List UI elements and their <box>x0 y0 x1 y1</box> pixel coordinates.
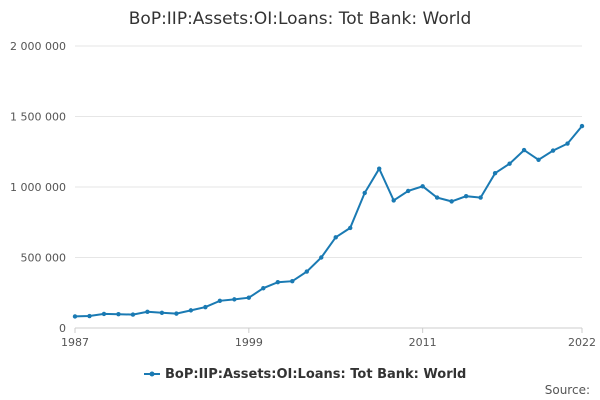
data-point[interactable] <box>377 166 382 171</box>
y-axis-ticks: 0 500 000 1 000 000 1 500 000 2 000 000 <box>10 40 66 335</box>
legend-label: BoP:IIP:Assets:OI:Loans: Tot Bank: World <box>165 367 466 382</box>
x-tick-label: 2011 <box>409 336 437 349</box>
y-tick-label: 1 000 000 <box>10 181 66 194</box>
data-point[interactable] <box>72 314 78 319</box>
data-point[interactable] <box>579 123 585 129</box>
legend-swatch-dot <box>149 371 155 377</box>
data-point[interactable] <box>174 311 179 316</box>
legend[interactable]: BoP:IIP:Assets:OI:Loans: Tot Bank: World <box>144 367 466 382</box>
data-point[interactable] <box>101 311 107 317</box>
y-tick-label: 2 000 000 <box>10 40 66 53</box>
data-point[interactable] <box>478 195 483 200</box>
data-point[interactable] <box>145 309 150 314</box>
x-axis-ticks: 1987 1999 2011 2022 <box>61 328 596 349</box>
y-tick-label: 1 500 000 <box>10 111 66 124</box>
data-point[interactable] <box>434 195 440 200</box>
data-point[interactable] <box>550 148 556 153</box>
data-point[interactable] <box>116 311 121 317</box>
chart-title: BoP:IIP:Assets:OI:Loans: Tot Bank: World <box>129 9 472 29</box>
data-point[interactable] <box>319 255 324 260</box>
data-point[interactable] <box>333 235 338 240</box>
x-tick-label: 1987 <box>61 336 89 349</box>
data-point[interactable] <box>507 161 512 166</box>
data-point[interactable] <box>405 188 411 194</box>
data-point[interactable] <box>290 278 295 284</box>
data-point[interactable] <box>275 279 280 285</box>
data-point[interactable] <box>304 269 309 274</box>
data-point[interactable] <box>362 190 367 196</box>
series-line <box>74 125 583 318</box>
data-point[interactable] <box>449 199 454 204</box>
data-point[interactable] <box>463 193 469 199</box>
data-point[interactable] <box>188 308 194 313</box>
y-tick-label: 500 000 <box>21 252 67 265</box>
data-point[interactable] <box>391 198 396 203</box>
data-point[interactable] <box>217 298 223 303</box>
data-point[interactable] <box>521 147 527 153</box>
x-tick-label: 1999 <box>235 336 263 349</box>
data-point[interactable] <box>348 225 353 231</box>
data-point[interactable] <box>203 304 208 310</box>
data-point[interactable] <box>492 170 498 176</box>
data-point[interactable] <box>159 310 165 315</box>
x-tick-label: 2022 <box>568 336 596 349</box>
data-point[interactable] <box>565 141 570 146</box>
series-points <box>72 123 585 319</box>
data-point[interactable] <box>130 312 136 317</box>
data-point[interactable] <box>420 184 425 189</box>
data-point[interactable] <box>87 313 92 319</box>
source-label: Source: <box>545 383 590 397</box>
data-point[interactable] <box>246 295 252 300</box>
data-point[interactable] <box>232 297 237 302</box>
grid-lines <box>75 45 582 258</box>
data-point[interactable] <box>261 286 266 291</box>
data-point[interactable] <box>536 157 541 162</box>
y-tick-label: 0 <box>59 322 66 335</box>
